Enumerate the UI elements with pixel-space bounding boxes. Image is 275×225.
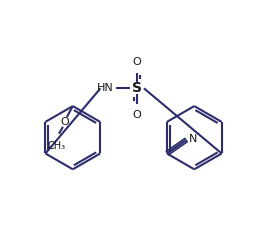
Text: O: O [133,56,141,67]
Text: HN: HN [97,83,113,93]
Text: CH₃: CH₃ [48,141,66,151]
Text: S: S [132,81,142,95]
Text: O: O [60,117,69,127]
Text: O: O [133,110,141,120]
Text: N: N [189,134,197,144]
